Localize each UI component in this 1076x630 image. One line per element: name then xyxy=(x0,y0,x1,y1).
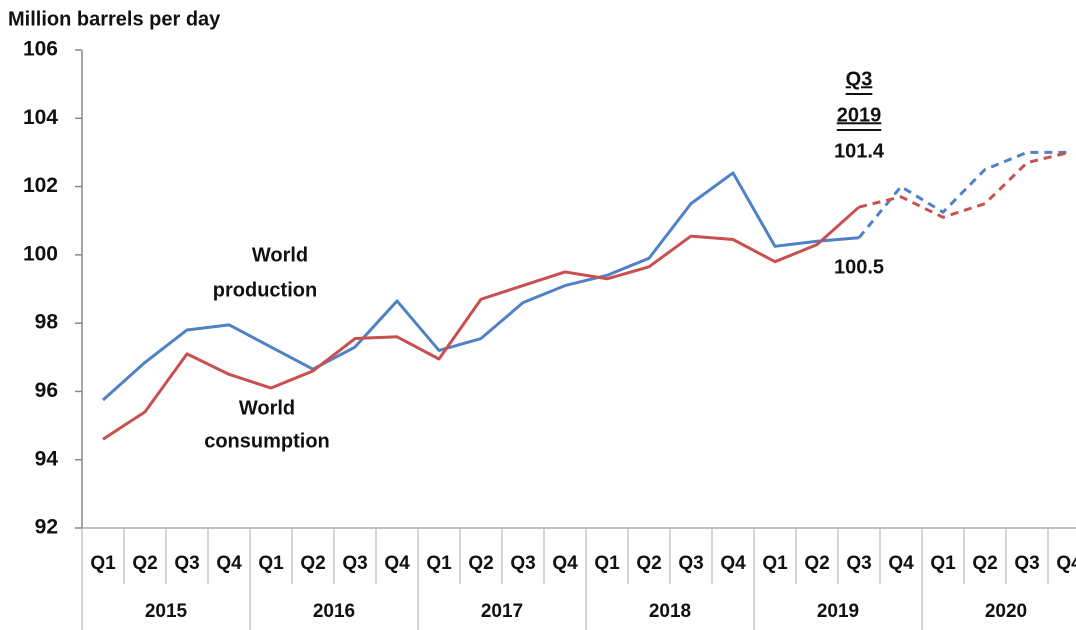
y-tick-label: 102 xyxy=(23,174,58,197)
series-line xyxy=(102,171,860,402)
year-label: 2015 xyxy=(145,601,188,622)
x-tick-label: Q3 xyxy=(1014,553,1039,574)
x-tick-label: Q4 xyxy=(384,553,410,574)
series-label: production xyxy=(213,279,317,301)
year-label: 2020 xyxy=(985,601,1027,622)
x-tick-label: Q1 xyxy=(258,553,284,574)
x-tick-label: Q2 xyxy=(300,553,325,574)
y-axis-label: Million barrels per day xyxy=(8,8,221,30)
data-label: 101.4 xyxy=(834,140,885,162)
x-tick-label: Q3 xyxy=(846,553,871,574)
x-tick-label: Q4 xyxy=(552,553,578,574)
x-tick-label: Q4 xyxy=(888,553,914,574)
y-tick-label: 92 xyxy=(35,516,58,539)
data-label: 100.5 xyxy=(834,256,884,278)
y-tick-label: 94 xyxy=(35,447,59,470)
x-tick-label: Q4 xyxy=(720,553,746,574)
forecast-line xyxy=(858,150,1070,219)
year-label: 2018 xyxy=(649,601,691,622)
x-tick-label: Q4 xyxy=(1056,553,1076,574)
year-label: 2016 xyxy=(313,601,355,622)
x-tick-label: Q1 xyxy=(762,553,788,574)
x-tick-label: Q2 xyxy=(972,553,997,574)
x-tick-label: Q2 xyxy=(804,553,829,574)
x-tick-label: Q3 xyxy=(678,553,703,574)
x-tick-label: Q2 xyxy=(636,553,661,574)
series-label: World xyxy=(252,244,308,266)
y-tick-label: 104 xyxy=(23,106,58,129)
y-tick-label: 106 xyxy=(23,38,58,61)
y-tick-label: 98 xyxy=(35,311,59,334)
x-tick-label: Q1 xyxy=(594,553,620,574)
year-label: 2019 xyxy=(817,601,859,622)
callout-year: 2019 xyxy=(837,104,882,126)
year-label: 2017 xyxy=(481,601,523,622)
x-tick-label: Q3 xyxy=(510,553,535,574)
x-tick-label: Q2 xyxy=(468,553,493,574)
callout-quarter: Q3 xyxy=(846,68,873,90)
x-tick-label: Q1 xyxy=(930,553,956,574)
forecast-line xyxy=(857,150,1069,239)
series-line xyxy=(102,205,860,441)
series-label: World xyxy=(239,397,295,419)
y-tick-label: 96 xyxy=(35,379,58,402)
x-tick-label: Q3 xyxy=(342,553,367,574)
x-tick-label: Q3 xyxy=(174,553,199,574)
series-label: consumption xyxy=(204,430,330,452)
x-tick-label: Q1 xyxy=(426,553,452,574)
x-tick-label: Q1 xyxy=(90,553,116,574)
y-tick-label: 100 xyxy=(23,242,58,265)
x-tick-label: Q4 xyxy=(216,553,242,574)
x-tick-label: Q2 xyxy=(132,553,157,574)
